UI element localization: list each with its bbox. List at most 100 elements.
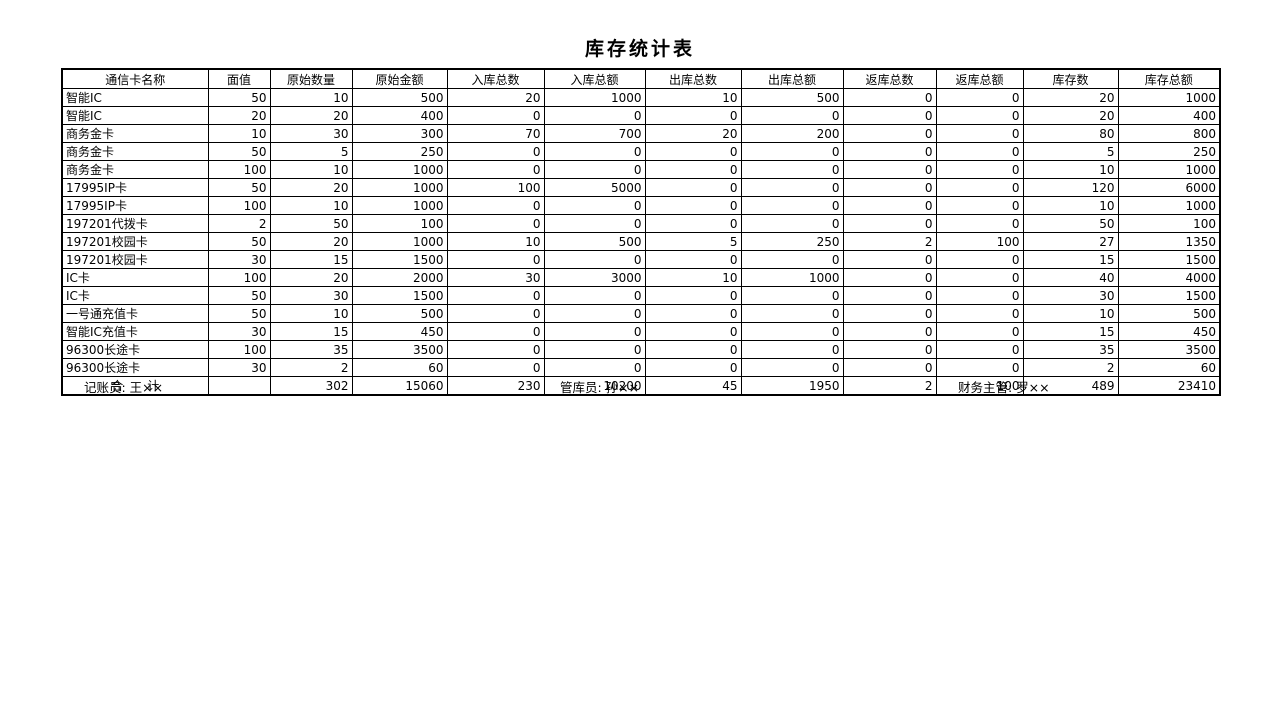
value-cell: 0 — [935, 358, 1024, 377]
value-cell: 0 — [842, 340, 937, 359]
card-name-cell: 197201代拨卡 — [61, 214, 209, 233]
table-row: 197201代拨卡 2 50 100 0 0 0 0 0 0 50 100 — [61, 214, 1221, 233]
total-label-cell: 合 计 — [61, 376, 209, 396]
value-cell: 500 — [351, 304, 448, 323]
value-cell: 100 — [351, 214, 448, 233]
card-name-cell: 智能IC充值卡 — [61, 322, 209, 341]
column-header-2: 原始数量 — [269, 68, 353, 89]
value-cell: 0 — [935, 286, 1024, 305]
value-cell: 450 — [1117, 322, 1221, 341]
value-cell: 0 — [446, 160, 545, 179]
value-cell: 0 — [446, 322, 545, 341]
signature-line: 记账员: 王×× 管库员: 孙×× 财务主管: 罗×× — [0, 377, 1280, 395]
value-cell: 0 — [740, 250, 844, 269]
value-cell: 100 — [207, 160, 271, 179]
value-cell: 0 — [842, 142, 937, 161]
value-cell: 10 — [269, 196, 353, 215]
value-cell: 0 — [842, 178, 937, 197]
value-cell: 400 — [1117, 106, 1221, 125]
card-name-cell: 一号通充值卡 — [61, 304, 209, 323]
value-cell: 0 — [543, 214, 646, 233]
value-cell: 40 — [1022, 268, 1119, 287]
value-cell: 120 — [1022, 178, 1119, 197]
value-cell: 50 — [207, 232, 271, 251]
total-row: 合 计 302 15060 230 10200 45 1950 2 100 489 23410 — [61, 376, 1221, 396]
value-cell: 0 — [644, 322, 742, 341]
table-row: 商务金卡 100 10 1000 0 0 0 0 0 0 10 1000 — [61, 160, 1221, 179]
value-cell: 0 — [543, 106, 646, 125]
value-cell: 800 — [1117, 124, 1221, 143]
value-cell: 0 — [842, 286, 937, 305]
column-header-0: 通信卡名称 — [61, 68, 209, 89]
value-cell: 1000 — [1117, 196, 1221, 215]
value-cell: 0 — [935, 160, 1024, 179]
card-name-cell: 智能IC — [61, 106, 209, 125]
value-cell: 0 — [740, 142, 844, 161]
value-cell: 0 — [935, 250, 1024, 269]
card-name-cell: 商务金卡 — [61, 124, 209, 143]
value-cell: 0 — [644, 142, 742, 161]
value-cell: 0 — [446, 142, 545, 161]
value-cell: 0 — [644, 178, 742, 197]
value-cell: 2 — [207, 214, 271, 233]
value-cell: 0 — [740, 196, 844, 215]
value-cell: 1000 — [1117, 160, 1221, 179]
value-cell: 0 — [740, 340, 844, 359]
value-cell: 3500 — [351, 340, 448, 359]
value-cell: 1000 — [543, 88, 646, 107]
value-cell: 100 — [935, 232, 1024, 251]
card-name-cell: 商务金卡 — [61, 160, 209, 179]
value-cell: 0 — [446, 286, 545, 305]
value-cell: 50 — [207, 142, 271, 161]
table-row: 智能IC 50 10 500 20 1000 10 500 0 0 20 1000 — [61, 88, 1221, 107]
value-cell: 0 — [543, 196, 646, 215]
column-header-6: 出库总数 — [644, 68, 742, 89]
value-cell: 0 — [740, 322, 844, 341]
value-cell: 1000 — [351, 232, 448, 251]
value-cell: 0 — [842, 124, 937, 143]
value-cell: 0 — [543, 250, 646, 269]
card-name-cell: 商务金卡 — [61, 142, 209, 161]
total-value-cell: 15060 — [351, 376, 448, 396]
card-name-cell: IC卡 — [61, 286, 209, 305]
value-cell: 0 — [842, 160, 937, 179]
value-cell: 250 — [1117, 142, 1221, 161]
table-row: 197201校园卡 30 15 1500 0 0 0 0 0 0 15 1500 — [61, 250, 1221, 269]
total-value-cell: 10200 — [543, 376, 646, 396]
value-cell: 50 — [207, 304, 271, 323]
table-row: 智能IC 20 20 400 0 0 0 0 0 0 20 400 — [61, 106, 1221, 125]
value-cell: 0 — [740, 106, 844, 125]
value-cell: 700 — [543, 124, 646, 143]
value-cell: 0 — [644, 196, 742, 215]
value-cell: 450 — [351, 322, 448, 341]
value-cell: 0 — [543, 340, 646, 359]
value-cell: 35 — [269, 340, 353, 359]
value-cell: 0 — [740, 358, 844, 377]
value-cell: 1500 — [351, 286, 448, 305]
value-cell: 2 — [1022, 358, 1119, 377]
value-cell: 0 — [543, 286, 646, 305]
table-row: 一号通充值卡 50 10 500 0 0 0 0 0 0 10 500 — [61, 304, 1221, 323]
value-cell: 70 — [446, 124, 545, 143]
value-cell: 30 — [207, 250, 271, 269]
value-cell: 500 — [740, 88, 844, 107]
value-cell: 200 — [740, 124, 844, 143]
value-cell: 0 — [935, 124, 1024, 143]
card-name-cell: 197201校园卡 — [61, 250, 209, 269]
value-cell: 0 — [644, 160, 742, 179]
value-cell: 0 — [842, 268, 937, 287]
value-cell: 3500 — [1117, 340, 1221, 359]
value-cell: 100 — [207, 196, 271, 215]
total-value-cell: 2 — [842, 376, 937, 396]
inventory-table: 通信卡名称 面值 原始数量 原始金额 入库总数 入库总额 出库总数 出库总额 返库总数 返库总额库… — [61, 68, 1221, 396]
value-cell: 0 — [842, 322, 937, 341]
table-row: 17995IP卡 50 20 1000 100 5000 0 0 0 0 120 6000 — [61, 178, 1221, 197]
value-cell: 0 — [842, 196, 937, 215]
value-cell: 0 — [842, 358, 937, 377]
value-cell: 15 — [1022, 322, 1119, 341]
value-cell: 20 — [269, 268, 353, 287]
value-cell: 0 — [935, 178, 1024, 197]
card-name-cell: 智能IC — [61, 88, 209, 107]
finance-supervisor-signature: 财务主管: 罗×× — [958, 380, 1050, 395]
